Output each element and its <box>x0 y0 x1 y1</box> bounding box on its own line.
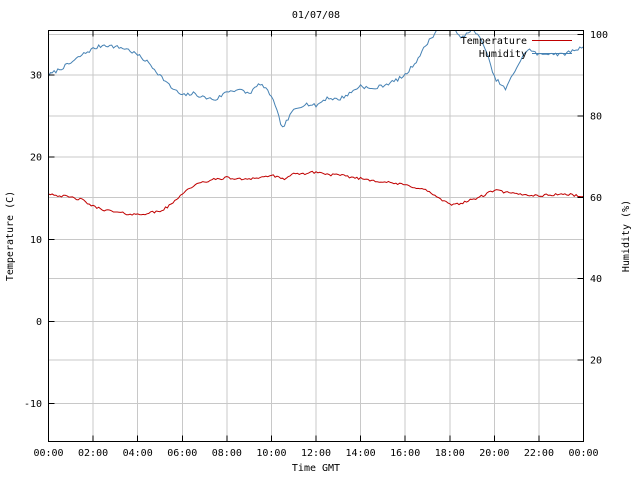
tick-labels: 00:00 02:00 04:00 06:00 08:00 10:00 12:00 14:00… <box>24 30 608 459</box>
right-tick-label: 80 <box>590 111 602 122</box>
x-tick-label: 22:00 <box>524 448 554 459</box>
left-tick-label: 20 <box>30 153 42 164</box>
left-tick-label: 0 <box>36 317 42 328</box>
left-tick-label: 30 <box>30 70 42 81</box>
x-tick-label: 06:00 <box>167 448 197 459</box>
x-tick-label: 00:00 <box>33 448 63 459</box>
x-tick-label: 14:00 <box>346 448 376 459</box>
right-tick-label: 20 <box>590 356 602 367</box>
left-tick-label: 10 <box>30 235 42 246</box>
x-tick-label: 20:00 <box>479 448 509 459</box>
x-axis-label: Time GMT <box>292 463 340 474</box>
legend: Temperature Humidity <box>461 36 572 60</box>
x-tick-label: 18:00 <box>435 448 465 459</box>
legend-label-humidity: Humidity <box>479 49 527 60</box>
left-axis-label: Temperature (C) <box>5 191 16 281</box>
left-tick-label: -10 <box>24 399 42 410</box>
x-tick-label: 00:00 <box>568 448 598 459</box>
data-series <box>48 30 584 216</box>
tick-marks <box>48 30 584 442</box>
right-tick-label: 40 <box>590 274 602 285</box>
x-tick-label: 04:00 <box>123 448 153 459</box>
x-tick-label: 08:00 <box>212 448 242 459</box>
gridlines <box>48 30 584 442</box>
right-axis-label: Humidity (%) <box>621 200 632 272</box>
right-tick-label: 100 <box>590 30 608 41</box>
series-temperature-line <box>48 170 584 216</box>
x-tick-label: 12:00 <box>301 448 331 459</box>
x-tick-label: 16:00 <box>390 448 420 459</box>
legend-label-temperature: Temperature <box>461 36 527 47</box>
chart-title: 01/07/08 <box>292 10 340 21</box>
x-tick-label: 10:00 <box>256 448 286 459</box>
right-tick-label: 60 <box>590 193 602 204</box>
x-tick-label: 02:00 <box>78 448 108 459</box>
series-humidity-line <box>48 30 584 128</box>
